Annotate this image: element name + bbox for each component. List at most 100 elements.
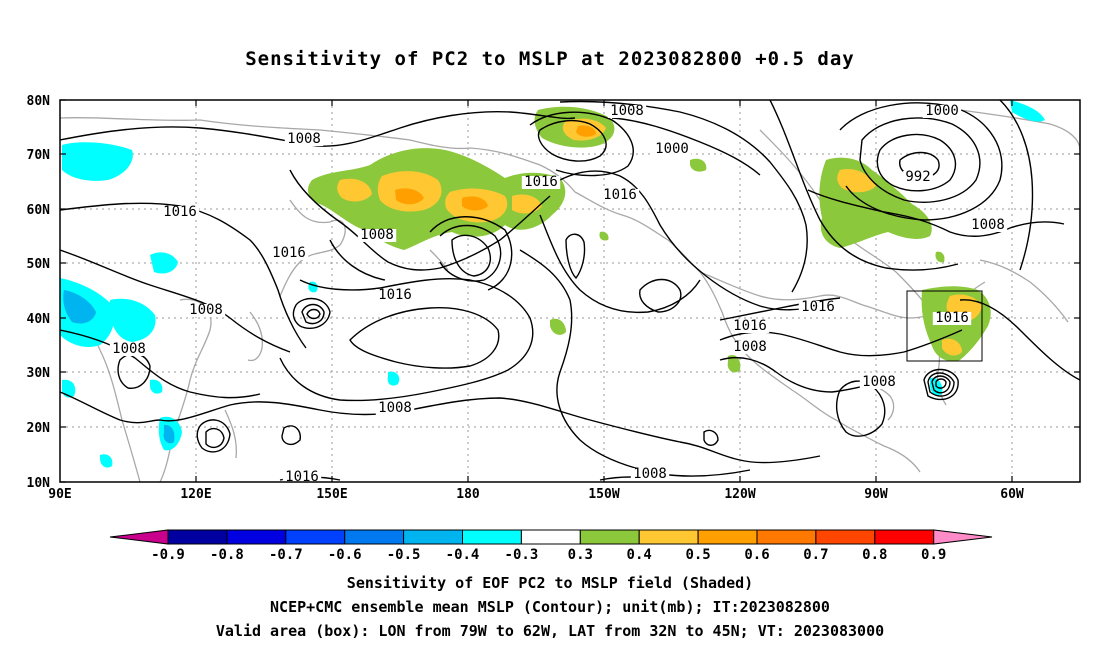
contour-label: 1008 xyxy=(189,302,223,318)
contour-label-background xyxy=(186,304,226,317)
caption-line-1: Sensitivity of EOF PC2 to MSLP field (Sh… xyxy=(346,574,754,592)
contour-label: 1008 xyxy=(733,339,767,355)
colorbar-swatch xyxy=(403,529,464,545)
contour-label-background xyxy=(375,289,415,302)
lat-label: 70N xyxy=(27,148,51,163)
tick-marks xyxy=(60,99,1080,483)
lon-label: 150W xyxy=(588,487,619,502)
contour-label: 1008 xyxy=(633,466,667,482)
caption-line-2: NCEP+CMC ensemble mean MSLP (Contour); u… xyxy=(270,598,830,616)
lat-label: 10N xyxy=(27,476,51,491)
contour-label-background xyxy=(630,468,670,481)
colorbar-arrow-high xyxy=(933,529,993,545)
colorbar-swatch xyxy=(520,529,581,545)
contour-label: 1000 xyxy=(925,103,959,119)
contour-label-background xyxy=(607,105,647,118)
contour-label: 1008 xyxy=(610,103,644,119)
colorbar-swatch xyxy=(344,529,405,545)
contour-label-background xyxy=(521,176,561,189)
colorbar-label: -0.8 xyxy=(210,547,244,563)
contour-label-background xyxy=(730,341,770,354)
contour-label: 1008 xyxy=(360,227,394,243)
contour-label: 1016 xyxy=(524,174,558,190)
lat-label: 50N xyxy=(27,257,51,272)
lon-label: 120W xyxy=(724,487,755,502)
contour-label: 1016 xyxy=(935,310,969,326)
map-frame xyxy=(59,99,1081,483)
colorbar-label: 0.3 xyxy=(568,547,593,563)
contour-label: 1016 xyxy=(163,204,197,220)
contour-label-background xyxy=(284,133,324,146)
colorbar: -0.9 -0.8 -0.7 -0.6 -0.5 -0.4 -0.3 0.3 0.4 0.5 0.6… xyxy=(109,529,993,563)
colorbar-label: -0.4 xyxy=(446,547,480,563)
colorbar-label: 0.7 xyxy=(803,547,828,563)
contour-label-background xyxy=(357,229,397,242)
contour-label-background xyxy=(859,376,899,389)
colorbar-swatch xyxy=(756,529,817,545)
colorbar-label: 0.8 xyxy=(862,547,887,563)
contour-label-background xyxy=(652,143,692,156)
colorbar-arrow-low xyxy=(109,529,169,545)
contour-label-background xyxy=(968,219,1008,232)
colorbar-swatch xyxy=(226,529,287,545)
colorbar-swatch xyxy=(638,529,699,545)
contour-label-background xyxy=(730,320,770,333)
lon-label: 180 xyxy=(456,487,480,502)
colorbar-label: -0.7 xyxy=(269,547,303,563)
contour-label-background xyxy=(903,171,933,184)
colorbar-swatch xyxy=(815,529,876,545)
contour-label: 1008 xyxy=(378,400,412,416)
sensitivity-shading xyxy=(60,100,1045,468)
lon-label: 90W xyxy=(864,487,888,502)
colorbar-label: -0.6 xyxy=(328,547,362,563)
contour-label-background xyxy=(922,105,962,118)
lat-label: 30N xyxy=(27,366,51,381)
colorbar-label: 0.6 xyxy=(744,547,769,563)
colorbar-swatch xyxy=(462,529,522,545)
contour-label: 1016 xyxy=(603,187,637,203)
contour-label-background xyxy=(798,301,838,314)
contour-label-background xyxy=(160,206,200,219)
colorbar-label: -0.5 xyxy=(387,547,421,563)
colorbar-swatch xyxy=(579,529,640,545)
contour-label: 1008 xyxy=(862,374,896,390)
longitude-labels: 90E 120E 150E 180 150W 120W 90W 60W xyxy=(48,487,1024,502)
contour-label-background xyxy=(932,312,972,325)
contour-label: 1016 xyxy=(272,245,306,261)
colorbar-swatch xyxy=(285,529,346,545)
lon-label: 120E xyxy=(180,487,211,502)
contour-label-background xyxy=(282,471,322,484)
contour-label: 1008 xyxy=(971,217,1005,233)
contour-label-background xyxy=(600,189,640,202)
contour-label: 992 xyxy=(905,169,930,185)
contour-label: 1000 xyxy=(655,141,689,157)
latitude-labels: 80N 70N 60N 50N 40N 30N 20N 10N xyxy=(27,94,51,491)
coastlines xyxy=(60,109,1080,482)
lon-label: 150E xyxy=(316,487,347,502)
chart-title: Sensitivity of PC2 to MSLP at 2023082800… xyxy=(245,48,855,70)
colorbar-label: 0.9 xyxy=(921,547,946,563)
contour-label: 1008 xyxy=(112,341,146,357)
colorbar-swatch xyxy=(167,529,228,545)
contour-label-background xyxy=(109,343,149,356)
lon-label: 90E xyxy=(48,487,71,502)
mslp-contours xyxy=(60,100,1080,481)
lat-label: 60N xyxy=(27,203,51,218)
contour-label-background xyxy=(269,247,309,260)
contour-label: 1016 xyxy=(801,299,835,315)
contour-label-layer: 1008 1016 1016 1008 1016 1008 1008 1016 1008 1016… xyxy=(109,103,1008,485)
colorbar-label: 0.4 xyxy=(627,547,652,563)
colorbar-swatch xyxy=(697,529,758,545)
contour-label: 1016 xyxy=(378,287,412,303)
caption-line-3: Valid area (box): LON from 79W to 62W, L… xyxy=(215,622,885,640)
colorbar-label: -0.3 xyxy=(505,547,539,563)
lat-label: 20N xyxy=(27,421,51,436)
colorbar-label: -0.9 xyxy=(151,547,185,563)
contour-label: 1016 xyxy=(285,469,319,485)
contour-label: 1016 xyxy=(733,318,767,334)
colorbar-label: 0.5 xyxy=(685,547,710,563)
lat-label: 80N xyxy=(27,94,51,109)
contour-label: 1008 xyxy=(287,131,321,147)
lon-label: 60W xyxy=(1000,487,1024,502)
